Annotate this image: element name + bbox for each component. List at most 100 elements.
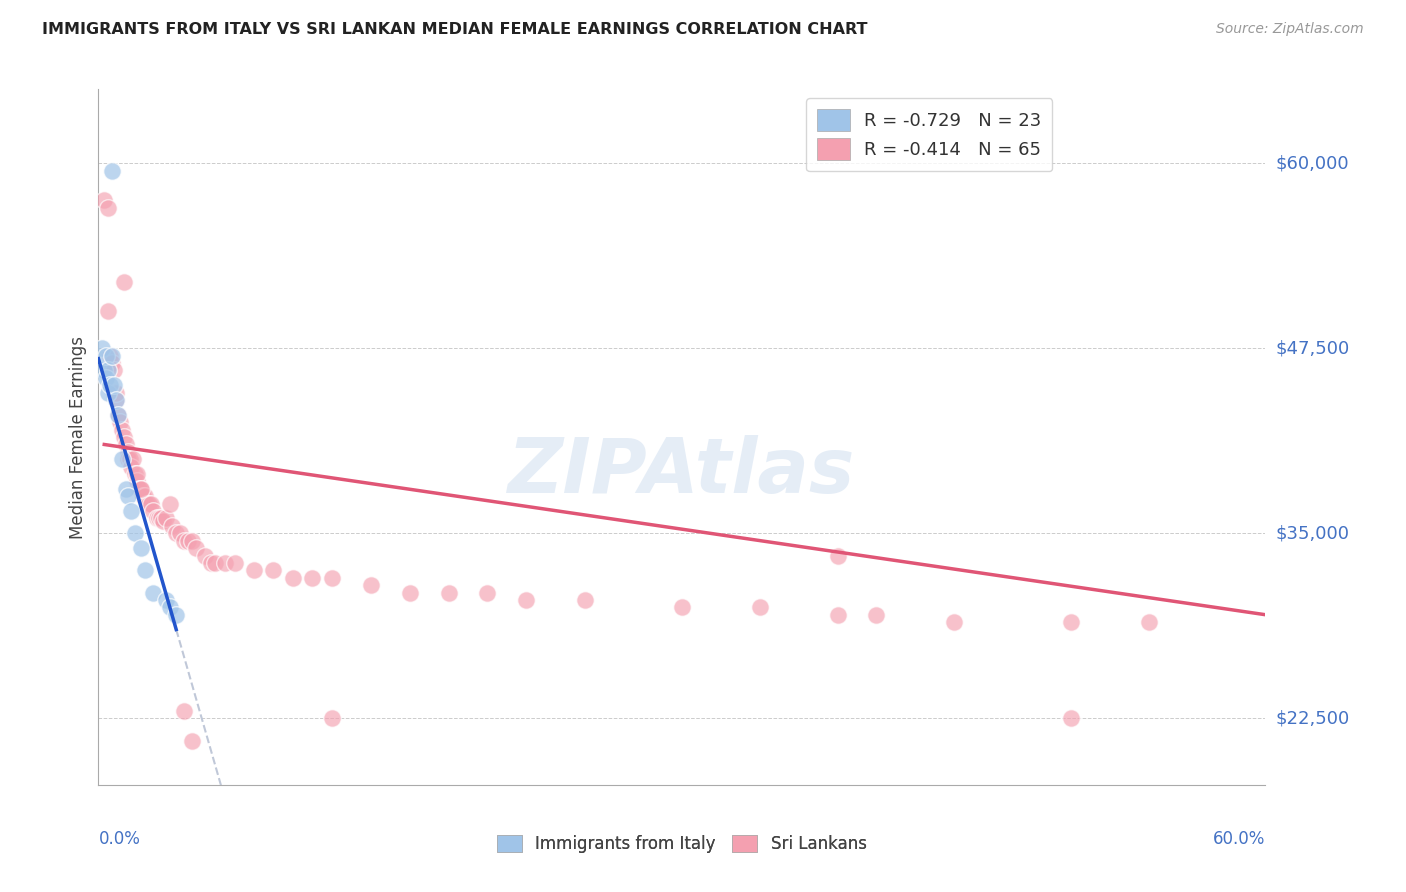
Point — [159, 600, 181, 615]
Point — [122, 452, 145, 467]
Point — [173, 704, 195, 718]
Point — [152, 515, 174, 529]
Point — [177, 533, 200, 548]
Point — [104, 393, 127, 408]
Point — [262, 563, 284, 577]
Point — [121, 504, 143, 518]
Point — [114, 437, 136, 451]
Point — [827, 607, 849, 622]
Legend: Immigrants from Italy, Sri Lankans: Immigrants from Italy, Sri Lankans — [491, 829, 873, 860]
Point — [138, 497, 160, 511]
Point — [1137, 615, 1160, 629]
Point — [214, 556, 236, 570]
Point — [97, 385, 120, 400]
Point — [943, 615, 966, 629]
Point — [97, 304, 120, 318]
Point — [162, 519, 184, 533]
Point — [107, 408, 129, 422]
Point — [104, 393, 127, 408]
Point — [111, 452, 134, 467]
Point — [194, 549, 217, 563]
Point — [180, 533, 202, 548]
Point — [574, 593, 596, 607]
Point — [114, 482, 136, 496]
Point — [117, 445, 139, 459]
Point — [96, 371, 118, 385]
Point — [124, 526, 146, 541]
Point — [91, 341, 114, 355]
Point — [1060, 615, 1083, 629]
Point — [155, 511, 177, 525]
Point — [169, 526, 191, 541]
Point — [107, 408, 129, 422]
Point — [671, 600, 693, 615]
Point — [98, 378, 121, 392]
Point — [281, 571, 304, 585]
Point — [515, 593, 537, 607]
Point — [103, 363, 125, 377]
Point — [827, 549, 849, 563]
Point — [139, 497, 162, 511]
Point — [865, 607, 887, 622]
Point — [112, 430, 135, 444]
Point — [98, 349, 121, 363]
Point — [132, 489, 155, 503]
Point — [97, 201, 120, 215]
Point — [117, 452, 139, 467]
Point — [104, 385, 127, 400]
Text: 60.0%: 60.0% — [1213, 830, 1265, 847]
Point — [93, 363, 115, 377]
Point — [117, 489, 139, 503]
Point — [224, 556, 246, 570]
Point — [165, 607, 187, 622]
Point — [134, 563, 156, 577]
Point — [142, 504, 165, 518]
Point — [103, 378, 125, 392]
Point — [398, 585, 420, 599]
Point — [173, 533, 195, 548]
Point — [321, 711, 343, 725]
Point — [112, 275, 135, 289]
Point — [97, 363, 120, 377]
Point — [159, 497, 181, 511]
Point — [200, 556, 222, 570]
Point — [748, 600, 770, 615]
Point — [93, 193, 115, 207]
Text: Source: ZipAtlas.com: Source: ZipAtlas.com — [1216, 22, 1364, 37]
Point — [101, 349, 124, 363]
Text: $47,500: $47,500 — [1275, 339, 1350, 358]
Point — [118, 452, 141, 467]
Text: $60,000: $60,000 — [1275, 154, 1348, 172]
Point — [155, 593, 177, 607]
Point — [96, 349, 118, 363]
Point — [148, 511, 170, 525]
Point — [184, 541, 207, 555]
Point — [146, 511, 169, 525]
Point — [129, 482, 152, 496]
Point — [136, 497, 159, 511]
Point — [477, 585, 499, 599]
Point — [129, 482, 152, 496]
Point — [124, 467, 146, 481]
Point — [111, 423, 134, 437]
Point — [128, 482, 150, 496]
Point — [204, 556, 226, 570]
Point — [108, 415, 131, 429]
Point — [180, 733, 202, 747]
Point — [127, 467, 149, 481]
Point — [101, 356, 124, 370]
Point — [301, 571, 323, 585]
Point — [101, 163, 124, 178]
Point — [127, 475, 149, 489]
Point — [134, 489, 156, 503]
Text: $22,500: $22,500 — [1275, 709, 1350, 727]
Point — [243, 563, 266, 577]
Point — [1060, 711, 1083, 725]
Point — [129, 541, 152, 555]
Point — [121, 459, 143, 474]
Point — [142, 585, 165, 599]
Point — [437, 585, 460, 599]
Text: $35,000: $35,000 — [1275, 524, 1350, 542]
Point — [321, 571, 343, 585]
Y-axis label: Median Female Earnings: Median Female Earnings — [69, 335, 87, 539]
